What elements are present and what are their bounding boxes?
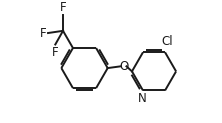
Text: F: F <box>60 1 66 14</box>
Text: F: F <box>52 46 58 59</box>
Text: N: N <box>138 92 147 105</box>
Text: O: O <box>119 60 128 73</box>
Text: Cl: Cl <box>161 35 173 48</box>
Text: F: F <box>40 27 46 39</box>
